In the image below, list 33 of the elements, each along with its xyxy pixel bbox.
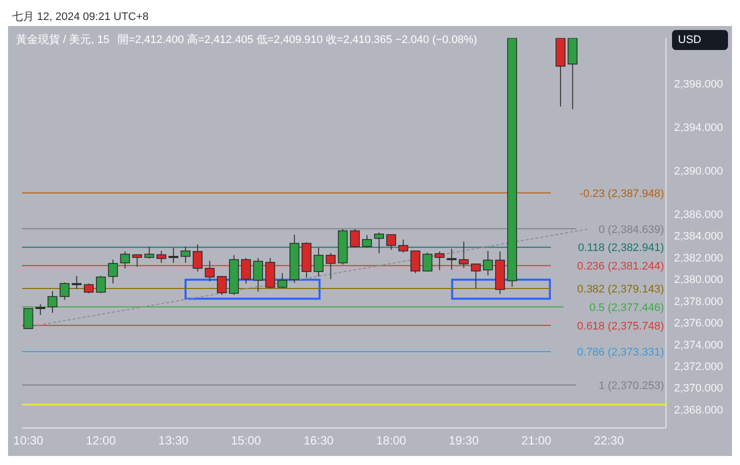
y-axis-title: USD bbox=[672, 30, 728, 50]
y-tick-label: 2,370.000 bbox=[674, 382, 723, 395]
ref-line-label: 0.382 (2,379.143) bbox=[577, 283, 664, 296]
text: 七月 12, 2024 09:21 UTC+8 bbox=[12, 11, 149, 23]
x-tick-label: 19:30 bbox=[448, 434, 480, 448]
y-tick-label: 2,368.000 bbox=[674, 404, 723, 416]
y-tick-label: 2,372.000 bbox=[674, 360, 723, 373]
ref-line-label: 0.618 (2,375.748) bbox=[577, 320, 664, 332]
y-tick-label: 2,374.000 bbox=[674, 339, 723, 352]
chart-title: 黃金現貨 / 美元, 15 bbox=[16, 34, 110, 46]
x-tick-label: 15:00 bbox=[231, 434, 262, 448]
x-tick-label: 16:30 bbox=[304, 434, 334, 448]
x-tick-label: 22:30 bbox=[594, 434, 624, 448]
x-tick-label: 12:00 bbox=[86, 434, 116, 448]
y-tick-label: 2,384.000 bbox=[674, 230, 723, 243]
y-tick-label: 2,382.000 bbox=[674, 252, 723, 264]
y-tick-label: 2,380.000 bbox=[674, 274, 723, 286]
y-tick-label: 2,386.000 bbox=[674, 208, 723, 221]
y-tick-label: 2,398.000 bbox=[674, 78, 723, 91]
x-tick-label: 21:00 bbox=[521, 434, 552, 448]
y-tick-label: 2,390.000 bbox=[674, 165, 723, 178]
ref-line-label: -0.23 (2,387.948) bbox=[580, 188, 664, 200]
y-tick-label: 2,394.000 bbox=[674, 122, 723, 134]
chart-subtitle: 開=2,412.400 高=2,412.405 低=2,409.910 收=2,410.365 −2.040 (−0.08%) bbox=[118, 34, 478, 46]
y-tick-label: 2,376.000 bbox=[674, 318, 723, 330]
ref-line-label: 0.236 (2,381.244) bbox=[577, 260, 664, 273]
ref-line-label: 0.5 (2,377.446) bbox=[589, 302, 664, 314]
ref-line-label: 0.118 (2,382.941) bbox=[578, 242, 664, 254]
ref-line-label: 0.786 (2,373.331) bbox=[577, 346, 664, 359]
x-tick-label: 18:00 bbox=[376, 434, 407, 448]
x-tick-label: 13:30 bbox=[158, 434, 189, 448]
x-tick-label: 10:30 bbox=[13, 434, 44, 448]
y-tick-label: 2,378.000 bbox=[674, 296, 723, 308]
